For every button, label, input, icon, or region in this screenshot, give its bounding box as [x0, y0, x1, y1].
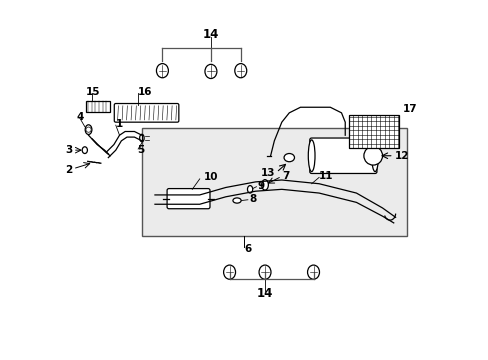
- Text: 17: 17: [402, 104, 416, 114]
- Text: 16: 16: [138, 86, 152, 96]
- Text: 14: 14: [256, 287, 273, 300]
- FancyBboxPatch shape: [142, 128, 406, 236]
- Ellipse shape: [140, 134, 144, 142]
- Text: 8: 8: [248, 194, 256, 204]
- Ellipse shape: [82, 147, 87, 153]
- Circle shape: [86, 127, 91, 132]
- Ellipse shape: [232, 198, 241, 203]
- Ellipse shape: [156, 64, 168, 78]
- Text: 4: 4: [77, 112, 84, 122]
- Text: 7: 7: [282, 171, 289, 180]
- Text: 1: 1: [116, 119, 123, 129]
- Ellipse shape: [234, 64, 246, 78]
- Text: 14: 14: [203, 28, 219, 41]
- Text: 3: 3: [65, 145, 72, 155]
- Text: 13: 13: [260, 168, 275, 178]
- Ellipse shape: [307, 265, 319, 279]
- FancyBboxPatch shape: [114, 104, 179, 122]
- Text: 5: 5: [137, 145, 144, 155]
- Text: 2: 2: [65, 165, 72, 175]
- Text: 6: 6: [244, 244, 251, 254]
- Text: 9: 9: [257, 181, 264, 190]
- Bar: [86, 101, 110, 112]
- Text: 12: 12: [394, 151, 408, 161]
- Text: 11: 11: [319, 171, 333, 181]
- Ellipse shape: [204, 64, 217, 78]
- Ellipse shape: [371, 140, 378, 172]
- Ellipse shape: [261, 180, 268, 190]
- Ellipse shape: [85, 125, 92, 135]
- Ellipse shape: [259, 265, 270, 279]
- Ellipse shape: [284, 153, 294, 162]
- Ellipse shape: [307, 140, 314, 172]
- FancyBboxPatch shape: [167, 189, 209, 209]
- Ellipse shape: [247, 186, 252, 193]
- Text: 15: 15: [86, 86, 100, 96]
- Text: 10: 10: [203, 172, 218, 183]
- Ellipse shape: [223, 265, 235, 279]
- Bar: [348, 115, 399, 148]
- FancyBboxPatch shape: [309, 138, 376, 174]
- Circle shape: [363, 147, 382, 165]
